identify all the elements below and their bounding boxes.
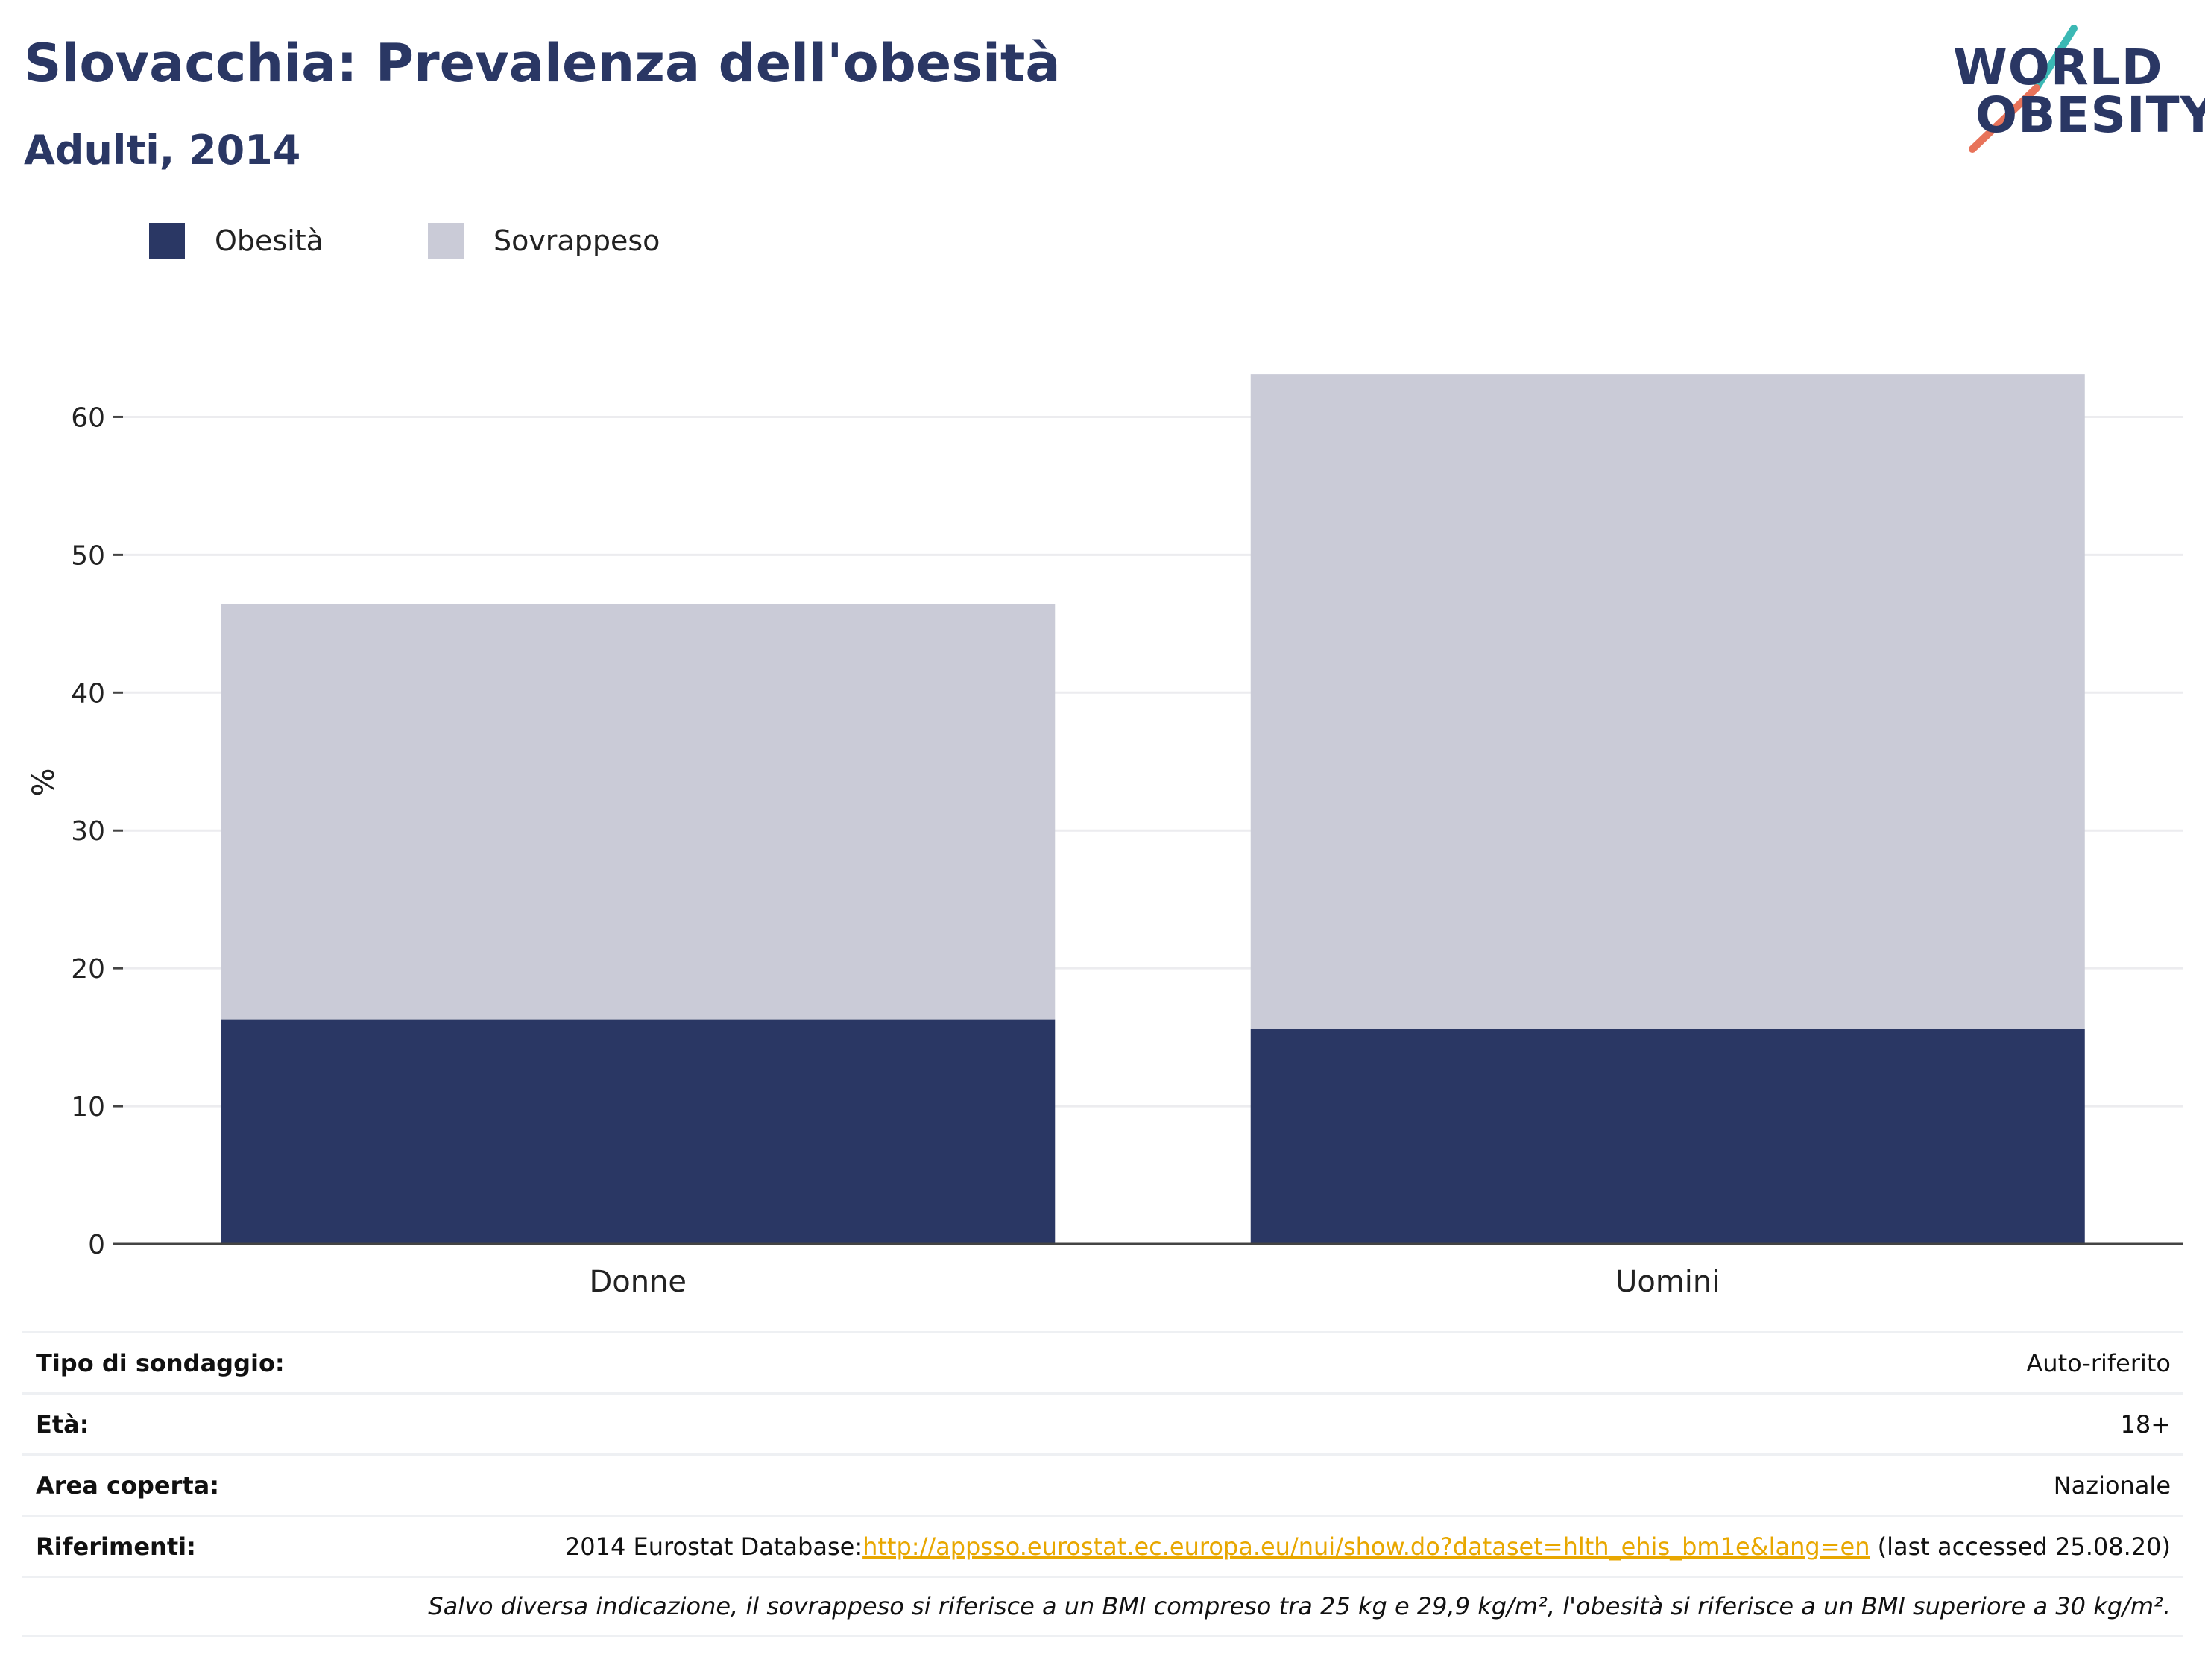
area-label: Area coperta: xyxy=(36,1471,220,1500)
references-link[interactable]: http://appsso.eurostat.ec.europa.eu/nui/… xyxy=(862,1532,1870,1561)
bar-obesita-donne xyxy=(221,1019,1056,1244)
y-axis-label: % xyxy=(27,768,61,796)
legend-item-obesita[interactable]: Obesità xyxy=(149,223,324,259)
y-tick-label: 50 xyxy=(71,540,105,571)
age-label: Età: xyxy=(36,1409,89,1439)
references-prefix: 2014 Eurostat Database: xyxy=(564,1532,863,1561)
footnote-text: Salvo diversa indicazione, il sovrappeso… xyxy=(428,1592,2171,1620)
y-tick-label: 40 xyxy=(71,678,105,709)
logo-line-1: WORLD xyxy=(1953,39,2163,96)
info-row-survey: Tipo di sondaggio: Auto-riferito xyxy=(22,1331,2183,1392)
x-tick-label: Uomini xyxy=(1615,1265,1720,1299)
age-value: 18+ xyxy=(2120,1409,2171,1439)
legend-swatch-obesita xyxy=(149,223,185,259)
page-title: Slovacchia: Prevalenza dell'obesità xyxy=(24,33,1061,94)
bar-sovrappeso-donne xyxy=(221,604,1056,1020)
info-row-age: Età: 18+ xyxy=(22,1392,2183,1453)
area-value: Nazionale xyxy=(2053,1471,2171,1500)
world-obesity-logo: WORLD OBESITY xyxy=(1946,21,2205,162)
y-tick-label: 0 xyxy=(88,1230,105,1260)
survey-type-value: Auto-riferito xyxy=(2026,1348,2171,1377)
references-label: Riferimenti: xyxy=(36,1532,196,1561)
page-subtitle: Adulti, 2014 xyxy=(24,127,301,174)
logo-line-2: OBESITY xyxy=(1975,86,2205,144)
info-table: Tipo di sondaggio: Auto-riferito Età: 18… xyxy=(22,1331,2183,1637)
x-tick-label: Donne xyxy=(589,1265,687,1299)
bar-sovrappeso-uomini xyxy=(1250,374,2085,1029)
legend-label-obesita: Obesità xyxy=(215,224,324,257)
references-suffix: (last accessed 25.08.20) xyxy=(1870,1532,2171,1561)
bar-chart: 0 10 20 30 40 50 60% Donne Uomini xyxy=(27,374,2183,1299)
legend-swatch-sovrappeso xyxy=(427,223,464,259)
legend-label-sovrappeso: Sovrappeso xyxy=(493,224,660,257)
references-value: 2014 Eurostat Database:http://appsso.eur… xyxy=(565,1532,2171,1561)
footnote-row: Salvo diversa indicazione, il sovrappeso… xyxy=(22,1576,2183,1637)
logo-slash-icon xyxy=(1969,25,2078,153)
y-tick-label: 60 xyxy=(71,402,105,433)
y-tick-label: 20 xyxy=(71,954,105,985)
bar-obesita-uomini xyxy=(1250,1029,2085,1244)
chart-legend: Obesità Sovrappeso xyxy=(149,222,764,259)
survey-type-label: Tipo di sondaggio: xyxy=(36,1348,285,1377)
y-tick-label: 10 xyxy=(71,1092,105,1122)
info-row-references: Riferimenti: 2014 Eurostat Database:http… xyxy=(22,1515,2183,1576)
y-tick-label: 30 xyxy=(71,816,105,847)
info-row-area: Area coperta: Nazionale xyxy=(22,1453,2183,1515)
legend-item-sovrappeso[interactable]: Sovrappeso xyxy=(427,223,660,259)
